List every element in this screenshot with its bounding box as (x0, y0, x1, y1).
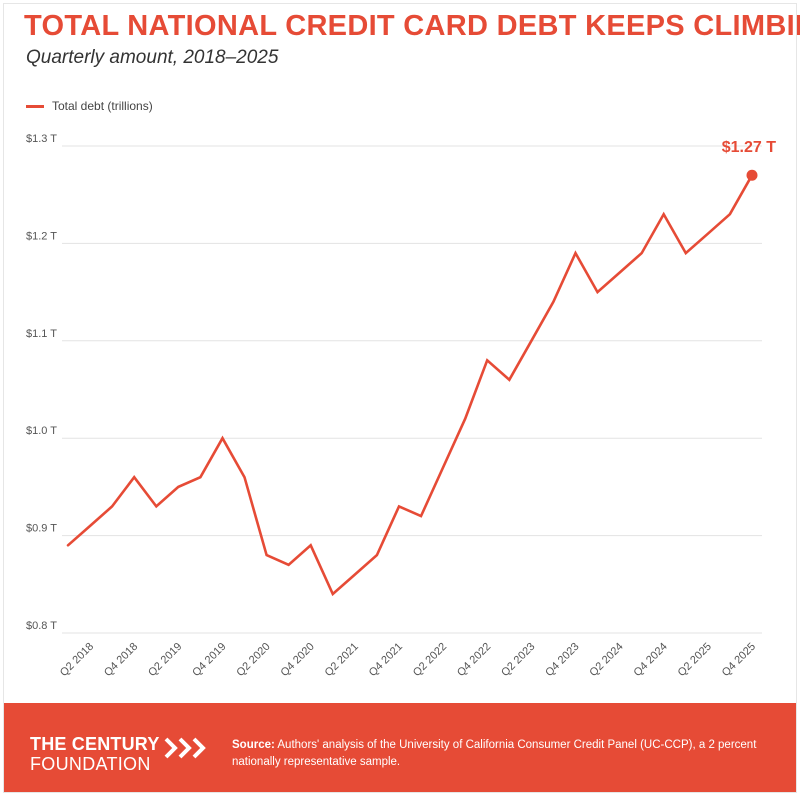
end-value-label: $1.27 T (722, 139, 776, 156)
chart-subtitle: Quarterly amount, 2018–2025 (26, 47, 279, 68)
x-tick-label: Q4 2025 (720, 641, 758, 679)
x-tick-label: Q2 2018 (58, 641, 96, 679)
y-tick-label: $0.8 T (26, 620, 57, 632)
x-tick-label: Q4 2024 (632, 641, 670, 679)
x-tick-label: Q4 2019 (190, 641, 228, 679)
source-text: Authors' analysis of the University of C… (232, 739, 757, 768)
source-note: Source: Authors' analysis of the Univers… (232, 737, 772, 771)
legend-swatch (26, 104, 44, 108)
x-tick-label: Q4 2020 (279, 641, 317, 679)
series-line-0 (66, 173, 754, 597)
y-tick-label: $1.0 T (26, 425, 57, 437)
y-tick-label: $1.1 T (26, 328, 57, 340)
logo-line1: THE CENTURY (30, 734, 160, 754)
chevron-right-icon (164, 737, 206, 759)
y-tick-label: $0.9 T (26, 523, 57, 535)
century-foundation-logo: THE CENTURY FOUNDATION (30, 734, 206, 774)
end-point-marker (746, 169, 758, 181)
x-tick-label: Q2 2019 (146, 641, 184, 679)
x-tick-label: Q2 2022 (411, 641, 449, 679)
x-tick-label: Q4 2021 (367, 641, 405, 679)
x-tick-label: Q2 2023 (499, 641, 537, 679)
x-tick-label: Q4 2022 (455, 641, 493, 679)
legend: Total debt (trillions) (26, 96, 153, 116)
legend-label: Total debt (trillions) (52, 99, 153, 113)
chart-frame (4, 4, 796, 792)
source-label: Source: (232, 739, 275, 751)
x-tick-label: Q4 2023 (543, 641, 581, 679)
x-tick-label: Q4 2018 (102, 641, 140, 679)
logo-line2: FOUNDATION (30, 754, 151, 774)
footer: THE CENTURY FOUNDATION Source: Authors' … (4, 703, 796, 792)
line-chart: $0.8 T $0.9 T $1.0 T $1.1 T $1.2 T $1.3 T Q2 2… (26, 133, 776, 679)
y-tick-label: $1.3 T (26, 133, 57, 145)
x-tick-label: Q2 2024 (587, 641, 625, 679)
y-tick-label: $1.2 T (26, 230, 57, 242)
chart-title: TOTAL NATIONAL CREDIT CARD DEBT KEEPS CL… (24, 10, 800, 42)
x-tick-label: Q2 2020 (234, 641, 272, 679)
x-tick-label: Q2 2021 (323, 641, 361, 679)
x-tick-label: Q2 2025 (676, 641, 714, 679)
